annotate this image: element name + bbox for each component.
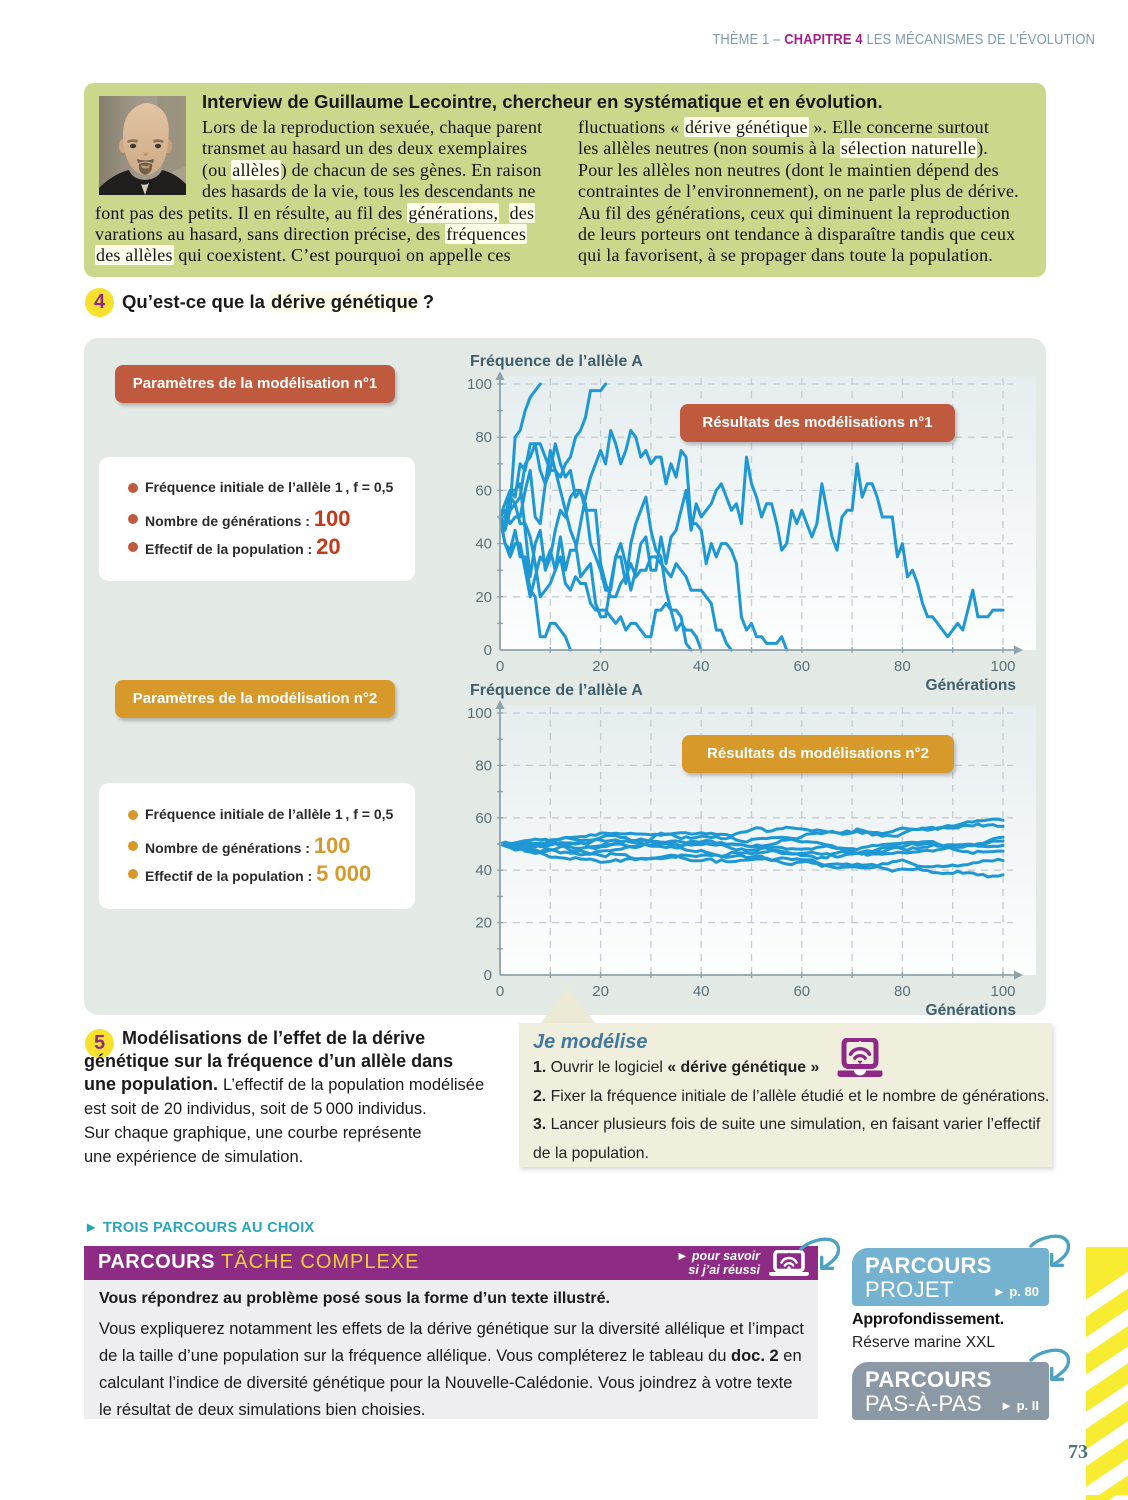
svg-text:80: 80 — [894, 658, 911, 675]
svg-text:20: 20 — [592, 983, 609, 1000]
svg-text:Fréquence de l’allèle A: Fréquence de l’allèle A — [470, 353, 643, 370]
svg-text:100: 100 — [990, 983, 1015, 1000]
svg-text:100: 100 — [990, 658, 1015, 675]
svg-text:80: 80 — [475, 429, 492, 446]
svg-text:60: 60 — [793, 983, 810, 1000]
svg-text:Générations: Générations — [926, 1002, 1016, 1019]
svg-text:Générations: Générations — [926, 677, 1016, 694]
svg-text:40: 40 — [693, 983, 710, 1000]
svg-text:60: 60 — [475, 810, 492, 827]
svg-text:100: 100 — [467, 376, 492, 393]
svg-text:Fréquence de l’allèle A: Fréquence de l’allèle A — [470, 682, 643, 699]
svg-text:60: 60 — [475, 482, 492, 499]
svg-text:100: 100 — [467, 705, 492, 722]
svg-text:40: 40 — [475, 536, 492, 553]
svg-text:20: 20 — [475, 589, 492, 606]
svg-text:20: 20 — [592, 658, 609, 675]
svg-text:80: 80 — [894, 983, 911, 1000]
svg-text:0: 0 — [496, 658, 504, 675]
svg-text:40: 40 — [475, 862, 492, 879]
svg-text:20: 20 — [475, 915, 492, 932]
svg-text:60: 60 — [793, 658, 810, 675]
svg-text:0: 0 — [496, 983, 504, 1000]
svg-text:0: 0 — [484, 967, 492, 984]
svg-text:80: 80 — [475, 757, 492, 774]
svg-text:40: 40 — [693, 658, 710, 675]
svg-text:0: 0 — [484, 642, 492, 659]
